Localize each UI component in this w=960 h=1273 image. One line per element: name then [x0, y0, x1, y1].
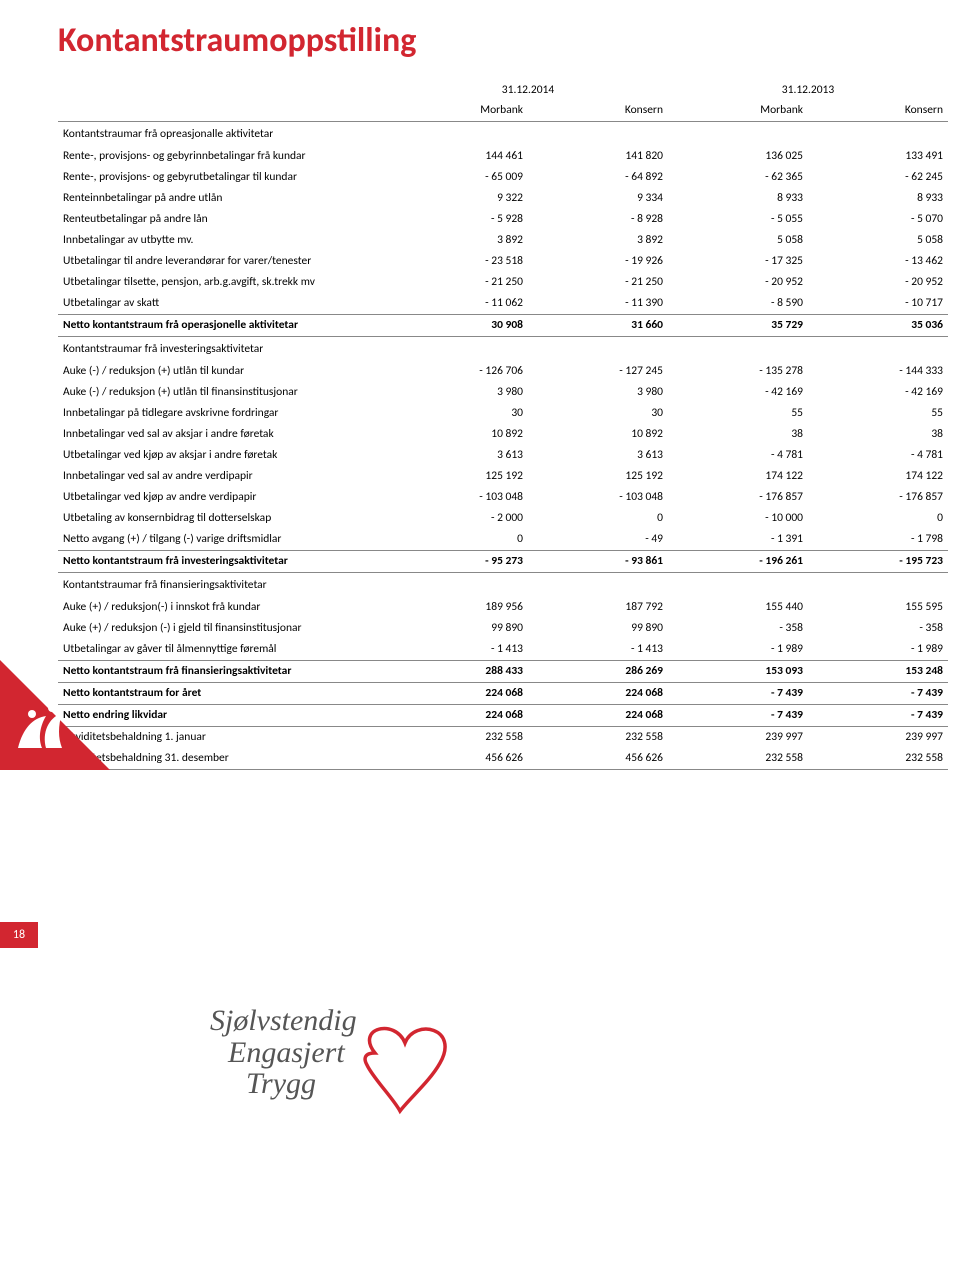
- logo-line-3: Trygg: [246, 1068, 357, 1100]
- logo-line-2: Engasjert: [228, 1037, 357, 1069]
- section-investing: Kontantstraumar frå investeringsaktivite…: [58, 336, 948, 361]
- table-row: Rente-, provisjons- og gebyrutbetalingar…: [58, 167, 948, 188]
- date-2013: 31.12.2013: [668, 79, 948, 99]
- table-row: Netto avgang (+) / tilgang (-) varige dr…: [58, 529, 948, 551]
- table-row: Renteinnbetalingar på andre utlån9 3229 …: [58, 188, 948, 209]
- table-row: Renteutbetalingar på andre lån- 5 928- 8…: [58, 209, 948, 230]
- table-row: Auke (+) / reduksjon (-) i gjeld til fin…: [58, 618, 948, 639]
- table-row: Likviditetsbehaldning 1. januar232 55823…: [58, 726, 948, 748]
- col-morbank-1: Morbank: [388, 99, 528, 121]
- table-row: Utbetalingar av gåver til ålmennyttige f…: [58, 639, 948, 661]
- table-row: Auke (+) / reduksjon(-) i innskot frå ku…: [58, 597, 948, 618]
- page-number: 18: [0, 922, 38, 948]
- table-row: Likviditetsbehaldning 31. desember456 62…: [58, 748, 948, 770]
- table-row: Innbetalingar ved sal av andre verdipapi…: [58, 466, 948, 487]
- table-row: Utbetaling av konsernbidrag til dotterse…: [58, 508, 948, 529]
- heart-icon: [355, 1023, 475, 1123]
- table-row: Utbetalingar ved kjøp av andre verdipapi…: [58, 487, 948, 508]
- table-row-total: Netto kontantstraum for året224 068224 0…: [58, 682, 948, 704]
- footer-emblem-icon: [0, 660, 110, 770]
- page-title: Kontantstraumoppstilling: [0, 0, 960, 79]
- table-row: Innbetalingar av utbytte mv.3 8923 8925 …: [58, 230, 948, 251]
- col-morbank-2: Morbank: [668, 99, 808, 121]
- cashflow-table: 31.12.2014 31.12.2013 Morbank Konsern Mo…: [58, 79, 948, 770]
- section-operating: Kontantstraumar frå opreasjonalle aktivi…: [58, 121, 948, 146]
- table-row: Innbetalingar ved sal av aksjar i andre …: [58, 424, 948, 445]
- table-row: Utbetalingar ved kjøp av aksjar i andre …: [58, 445, 948, 466]
- table-row: Utbetalingar tilsette, pensjon, arb.g.av…: [58, 272, 948, 293]
- table-row-total: Netto endring likvidar224 068224 068- 7 …: [58, 704, 948, 726]
- logo-line-1: Sjølvstendig: [210, 1005, 357, 1037]
- table-row: Rente-, provisjons- og gebyrinnbetalinga…: [58, 146, 948, 167]
- col-konsern-2: Konsern: [808, 99, 948, 121]
- table-row: Innbetalingar på tidlegare avskrivne for…: [58, 403, 948, 424]
- table-row: Utbetalingar til andre leverandørar for …: [58, 251, 948, 272]
- logo: Sjølvstendig Engasjert Trygg: [210, 1005, 357, 1100]
- table-row: Utbetalingar av skatt- 11 062- 11 390- 8…: [58, 293, 948, 315]
- table-row-total: Netto kontantstraum frå finansieringsakt…: [58, 660, 948, 682]
- table-row-total: Netto kontantstraum frå operasjonelle ak…: [58, 314, 948, 336]
- col-konsern-1: Konsern: [528, 99, 668, 121]
- section-financing: Kontantstraumar frå finansieringsaktivit…: [58, 572, 948, 597]
- date-2014: 31.12.2014: [388, 79, 668, 99]
- table-row: Auke (-) / reduksjon (+) utlån til finan…: [58, 382, 948, 403]
- table-row: Auke (-) / reduksjon (+) utlån til kunda…: [58, 361, 948, 382]
- table-row-total: Netto kontantstraum frå investeringsakti…: [58, 550, 948, 572]
